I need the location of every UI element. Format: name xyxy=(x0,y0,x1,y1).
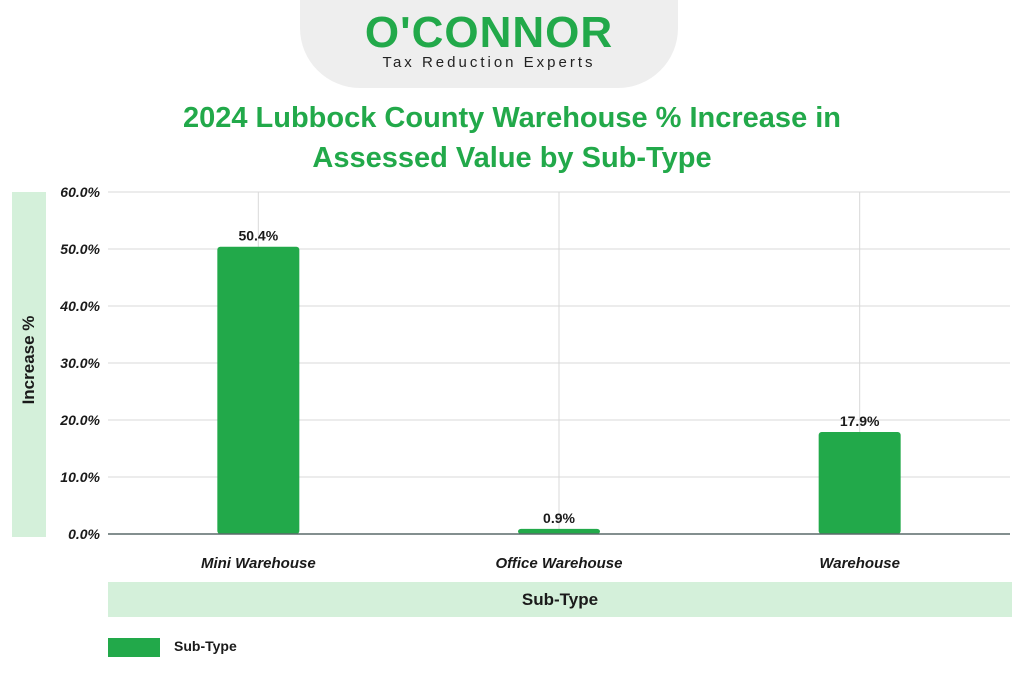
chart-title: 2024 Lubbock County Warehouse % Increase… xyxy=(182,102,842,174)
data-label: 50.4% xyxy=(238,228,278,244)
x-tick-label: Mini Warehouse xyxy=(201,555,316,572)
brand-logo: O'CONNOR xyxy=(364,8,614,57)
bar xyxy=(818,431,901,534)
logo-banner: O'CONNOR Tax Reduction Experts xyxy=(300,0,678,88)
y-tick-label: 40.0% xyxy=(59,298,100,314)
y-tick-label: 30.0% xyxy=(60,355,100,371)
x-tick-label: Office Warehouse xyxy=(496,555,623,572)
x-tick-label: Warehouse xyxy=(819,555,900,572)
x-axis-label-band: Sub-Type xyxy=(108,582,1012,617)
data-label: 17.9% xyxy=(840,413,880,429)
legend-swatch xyxy=(108,638,160,657)
y-axis-label-band: Increase % xyxy=(12,192,46,537)
x-axis-label: Sub-Type xyxy=(521,590,599,609)
bar xyxy=(518,528,600,534)
legend-label: Sub-Type xyxy=(174,638,237,654)
data-label: 0.9% xyxy=(543,510,575,526)
y-tick-label: 20.0% xyxy=(59,412,100,428)
brand-tagline: Tax Reduction Experts xyxy=(382,54,596,71)
y-tick-label: 50.0% xyxy=(60,241,100,257)
y-tick-label: 60.0% xyxy=(60,184,100,200)
y-tick-label: 10.0% xyxy=(60,469,100,485)
bar xyxy=(217,246,300,534)
y-tick-label: 0.0% xyxy=(68,526,100,542)
